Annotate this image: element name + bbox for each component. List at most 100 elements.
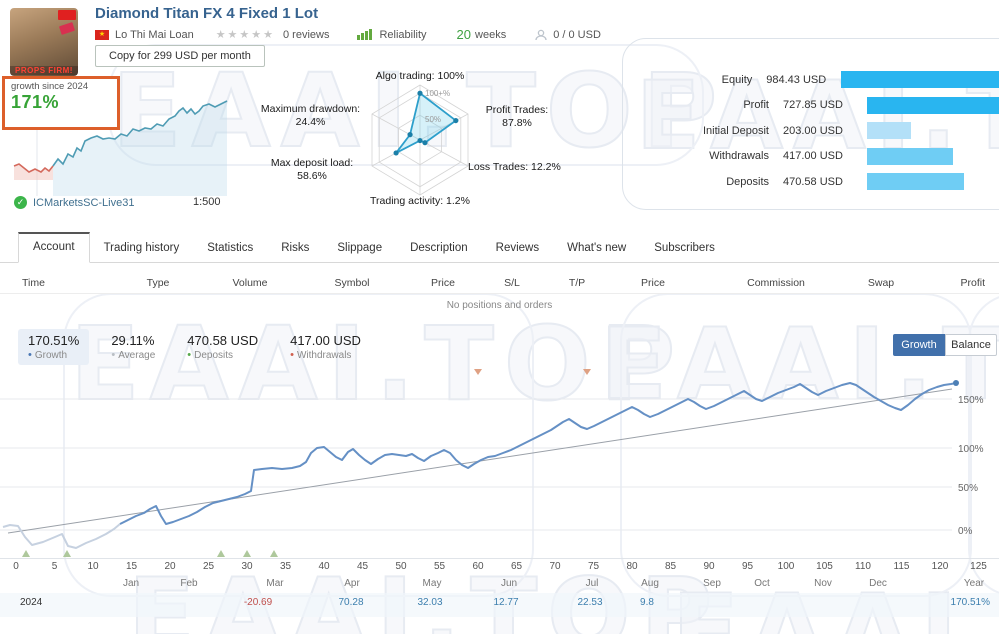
month-label-mar: Mar <box>266 578 284 589</box>
column-header-volume: Volume <box>232 277 268 289</box>
column-header-commission: Commission <box>747 277 805 289</box>
funds-row-equity: Equity 984.43 USD <box>623 71 999 88</box>
balance-toggle-button[interactable]: Balance <box>945 334 997 356</box>
funds-value: 727.85 USD <box>783 99 843 111</box>
year-label: 2024 <box>20 597 43 608</box>
tab-subscribers[interactable]: Subscribers <box>654 242 715 254</box>
vietnam-flag-icon: ★ <box>95 29 109 40</box>
column-header-price: Price <box>641 277 665 289</box>
tab-risks[interactable]: Risks <box>281 242 310 254</box>
radar-label-activity: Trading activity: 1.2% <box>370 195 470 207</box>
x-tick: 115 <box>893 561 910 572</box>
tab-trading-history[interactable]: Trading history <box>103 242 180 254</box>
stat-dot-icon: • <box>111 349 116 361</box>
funds-row-profit: Profit 727.85 USD <box>623 96 999 114</box>
svg-text:50%: 50% <box>425 115 441 124</box>
avatar-caption: PROPS FIRM! <box>10 66 78 75</box>
monthly-return-value: 32.03 <box>417 597 443 608</box>
stat-chip-growth[interactable]: 170.51% • Growth <box>18 329 90 365</box>
x-tick: 40 <box>318 561 330 572</box>
column-header-profit: Profit <box>960 277 985 289</box>
funds-bar <box>867 173 964 190</box>
signal-avatar[interactable]: PROPS FIRM! <box>10 8 78 76</box>
reviews-link[interactable]: 0 reviews <box>283 28 330 41</box>
funds-row-initial-deposit: Initial Deposit 203.00 USD <box>623 122 999 139</box>
monthly-return-value: 12.77 <box>493 597 519 608</box>
funds-value: 984.43 USD <box>766 73 827 86</box>
tab-account[interactable]: Account <box>18 232 90 263</box>
tab-statistics[interactable]: Statistics <box>207 242 254 254</box>
funds-label: Initial Deposit <box>702 124 769 137</box>
x-tick: 105 <box>816 561 833 572</box>
author-link[interactable]: Lo Thi Mai Loan <box>115 28 194 41</box>
month-label-may: May <box>422 578 442 589</box>
watermark-text: EAAI.TOP <box>111 51 727 172</box>
rating-stars-icon: ★★★★★ <box>215 29 275 41</box>
x-tick: 15 <box>125 561 138 572</box>
month-label-year: Year <box>963 578 985 589</box>
growth-highlight-box: growth since 2024 171% <box>2 76 120 130</box>
radar-label-loss: Loss Trades: 12.2% <box>468 161 561 173</box>
tab-description[interactable]: Description <box>410 242 468 254</box>
svg-text:100+%: 100+% <box>425 89 450 98</box>
verified-check-icon: ✓ <box>14 196 27 209</box>
year-values-row: 2024 -20.69 70.28 32.03 12.77 22.53 9.8 170.51% <box>0 597 999 613</box>
svg-text:100%: 100% <box>958 444 984 455</box>
funds-label: Equity <box>721 73 753 86</box>
stat-chip-average[interactable]: 29.11% • Average <box>101 329 165 365</box>
copy-signal-button[interactable]: Copy for 299 USD per month <box>95 45 265 67</box>
month-label-apr: Apr <box>344 578 360 589</box>
svg-text:150%: 150% <box>958 395 984 406</box>
stat-chip-withdrawals[interactable]: 417.00 USD • Withdrawals <box>280 329 371 365</box>
broker-link[interactable]: ICMarketsSC-Live31 <box>33 196 135 209</box>
funds-rows: Equity 984.43 USD Profit 727.85 USD Initial … <box>623 71 999 199</box>
x-tick: 110 <box>855 561 871 572</box>
x-tick: 55 <box>433 561 446 572</box>
stat-label: • Growth <box>28 349 68 361</box>
radar-label-drawdown: Maximum drawdown: 24.4% <box>260 103 361 129</box>
column-header-s-l: S/L <box>504 277 520 289</box>
x-tick: 100 <box>777 561 795 572</box>
stat-value: 417.00 USD <box>290 333 361 348</box>
funds-row-deposits: Deposits 470.58 USD <box>623 173 999 190</box>
funds-bar <box>867 122 911 139</box>
stat-dot-icon: • <box>290 349 294 361</box>
avatar-badge <box>58 22 76 35</box>
chart-mode-toggle: Growth Balance <box>893 334 997 356</box>
month-label-jul: Jul <box>585 578 599 589</box>
x-tick: 75 <box>587 561 600 572</box>
x-tick: 30 <box>241 561 253 572</box>
growth-value: 171% <box>11 92 60 112</box>
stat-value: 170.51% <box>28 333 80 348</box>
growth-chart: 150% 100% 50% 0% <box>0 369 999 559</box>
x-tick: 0 <box>13 561 19 572</box>
funds-value: 417.00 USD <box>783 150 843 162</box>
tab-slippage[interactable]: Slippage <box>337 242 383 254</box>
positions-table-header: Time Type Volume Symbol Price S/L T/P Price Comm… <box>0 277 999 293</box>
column-header-t-p: T/P <box>568 277 586 289</box>
table-divider <box>0 293 999 294</box>
growth-toggle-button[interactable]: Growth <box>893 334 945 356</box>
stat-dot-icon: • <box>187 349 192 361</box>
x-tick: 50 <box>395 561 407 572</box>
tab-what-s-new[interactable]: What's new <box>567 242 627 254</box>
leverage-value: 1:500 <box>193 196 221 208</box>
month-label-sep: Sep <box>703 578 721 589</box>
month-label-jan: Jan <box>122 578 140 589</box>
column-header-symbol: Symbol <box>334 277 370 289</box>
column-header-price: Price <box>431 277 455 289</box>
total-growth-value: 170.51% <box>950 597 990 608</box>
growth-since-label: growth since 2024 <box>11 81 89 92</box>
month-label-jun: Jun <box>500 578 518 589</box>
monthly-return-value: 9.8 <box>640 597 654 608</box>
stat-chip-deposits[interactable]: 470.58 USD • Deposits <box>177 329 268 365</box>
x-tick: 125 <box>970 561 987 572</box>
monthly-return-value: 22.53 <box>577 597 603 608</box>
x-tick: 120 <box>931 561 949 572</box>
funds-label: Withdrawals <box>709 150 769 162</box>
trading-summary-radar: 100+% 50% <box>371 84 469 196</box>
month-label-feb: Feb <box>180 578 198 589</box>
tab-reviews[interactable]: Reviews <box>495 242 540 254</box>
stat-dot-icon: • <box>28 349 32 361</box>
stat-value: 470.58 USD <box>187 333 259 348</box>
